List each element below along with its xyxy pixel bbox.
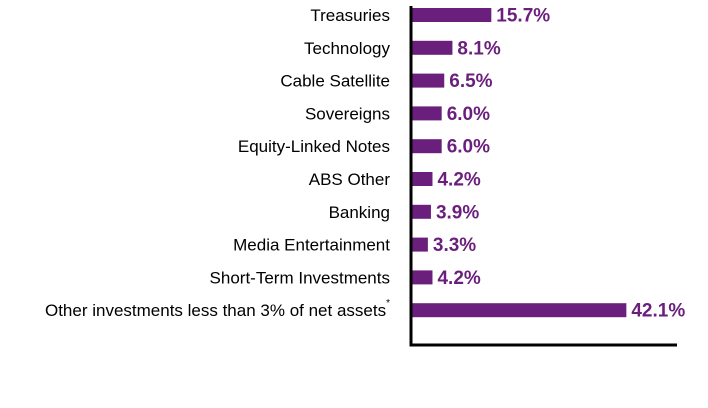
category-label-2: Cable Satellite	[280, 71, 390, 90]
bar-8	[411, 270, 433, 285]
category-label-7: Media Entertainment	[233, 235, 390, 254]
category-label-4: Equity-Linked Notes	[238, 137, 390, 156]
value-label-1: 8.1%	[457, 38, 500, 59]
category-label-0: Treasuries	[310, 6, 390, 25]
value-label-7: 3.3%	[433, 235, 476, 256]
bar-4	[411, 139, 442, 154]
value-label-2: 6.5%	[449, 71, 492, 92]
value-label-9: 42.1%	[631, 301, 685, 322]
category-label-8: Short-Term Investments	[210, 268, 390, 287]
bar-3	[411, 106, 442, 121]
bar-0	[411, 8, 492, 22]
bars-group	[411, 8, 627, 318]
value-label-0: 15.7%	[496, 6, 550, 27]
category-label-1: Technology	[304, 38, 391, 57]
category-label-9: Other investments less than 3% of net as…	[45, 298, 390, 320]
value-label-6: 3.9%	[436, 202, 479, 223]
category-label-6: Banking	[329, 202, 390, 221]
bar-5	[411, 172, 433, 186]
bar-9	[411, 303, 627, 318]
value-labels-group: 15.7% 8.1% 6.5% 6.0% 6.0% 4.2% 3.9% 3.3% 4.2% 42.…	[433, 6, 685, 322]
category-label-3: Sovereigns	[305, 104, 390, 123]
bar-6	[411, 204, 431, 219]
value-label-8: 4.2%	[437, 268, 480, 289]
bar-1	[411, 40, 453, 55]
value-label-3: 6.0%	[447, 104, 490, 125]
category-labels-group: Treasuries Technology Cable Satellite Sover…	[45, 6, 391, 320]
category-footnote-mark: *	[386, 298, 390, 309]
value-label-4: 6.0%	[447, 137, 490, 158]
category-label-5: ABS Other	[309, 170, 391, 189]
bar-2	[411, 73, 445, 88]
bar-7	[411, 237, 428, 252]
value-label-5: 4.2%	[437, 170, 480, 191]
